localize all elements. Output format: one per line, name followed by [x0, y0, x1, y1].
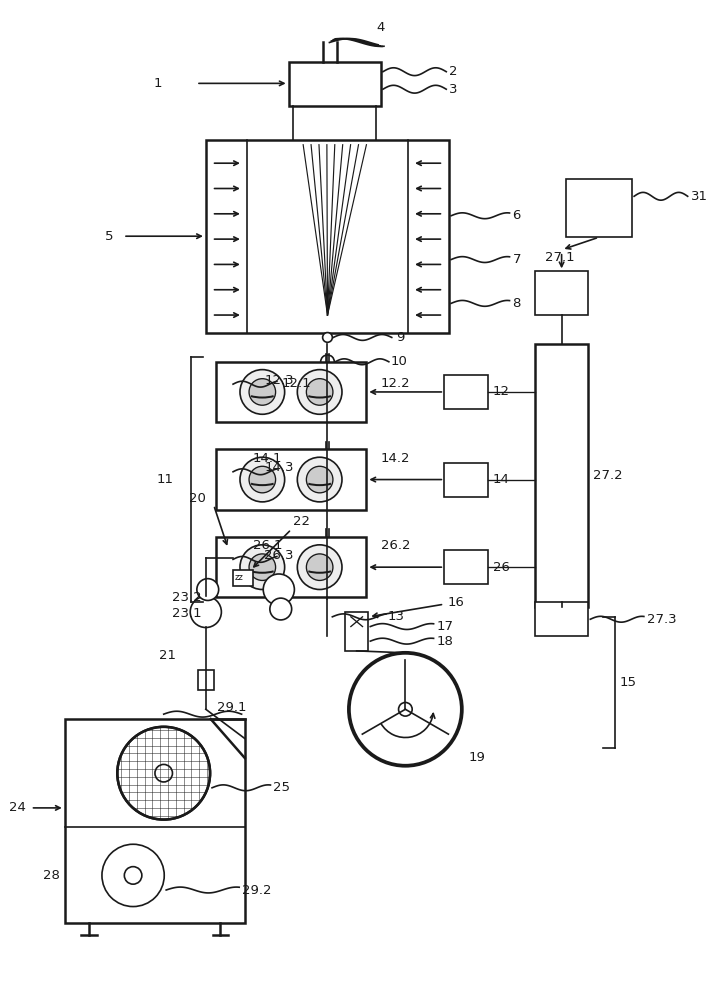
Circle shape [399, 702, 412, 716]
Text: 13: 13 [388, 610, 405, 623]
Text: 20: 20 [189, 492, 206, 505]
Bar [288, 62, 381, 106]
Text: 14.1: 14.1 [252, 452, 282, 465]
Circle shape [124, 867, 142, 884]
Text: 17: 17 [436, 620, 453, 633]
Text: 7: 7 [513, 253, 521, 266]
Circle shape [249, 554, 276, 580]
Text: 2: 2 [449, 65, 457, 78]
Text: 27.2: 27.2 [593, 469, 623, 482]
Bar [566, 179, 632, 237]
Text: 14: 14 [493, 473, 510, 486]
Bar [216, 362, 366, 422]
Text: 22: 22 [293, 515, 310, 528]
Bar [444, 550, 488, 584]
Text: 15: 15 [619, 676, 636, 689]
Circle shape [249, 379, 276, 405]
Circle shape [197, 579, 218, 600]
Text: 12.3: 12.3 [264, 374, 294, 387]
Text: 6: 6 [513, 209, 521, 222]
Text: 26.3: 26.3 [264, 549, 293, 562]
Circle shape [349, 653, 462, 766]
Text: 12.1: 12.1 [281, 377, 311, 390]
Bar [534, 271, 588, 315]
Text: 3: 3 [449, 83, 457, 96]
Text: 5: 5 [105, 230, 113, 243]
Text: 23.2: 23.2 [172, 591, 201, 604]
Text: 1: 1 [153, 77, 162, 90]
Bar [345, 612, 368, 651]
Text: 27.3: 27.3 [647, 613, 677, 626]
Text: 31: 31 [691, 190, 707, 203]
Bar [64, 719, 245, 923]
Text: 9: 9 [396, 331, 404, 344]
Bar [444, 463, 488, 497]
Text: 28: 28 [43, 869, 60, 882]
Circle shape [117, 727, 210, 820]
Circle shape [322, 333, 332, 342]
Circle shape [298, 545, 342, 589]
Circle shape [190, 596, 221, 628]
Text: 14.3: 14.3 [264, 461, 293, 474]
Text: 26: 26 [493, 561, 510, 574]
Text: 16: 16 [448, 596, 464, 609]
Bar [206, 140, 449, 333]
Bar [534, 344, 588, 607]
Circle shape [306, 466, 333, 493]
Circle shape [270, 598, 292, 620]
Bar [198, 670, 214, 690]
Text: 27.1: 27.1 [544, 251, 574, 264]
Bar [216, 537, 366, 597]
Text: 29.1: 29.1 [217, 701, 247, 714]
Circle shape [298, 457, 342, 502]
Text: 25: 25 [274, 781, 291, 794]
Text: 11: 11 [157, 473, 174, 486]
Circle shape [155, 764, 173, 782]
Circle shape [306, 554, 333, 580]
Circle shape [249, 466, 276, 493]
Text: 23.1: 23.1 [172, 607, 201, 620]
Text: 4: 4 [376, 21, 385, 34]
Text: 19: 19 [469, 751, 486, 764]
Circle shape [306, 379, 333, 405]
Bar [216, 449, 366, 510]
Text: 8: 8 [513, 297, 521, 310]
Text: 10: 10 [391, 355, 408, 368]
Circle shape [240, 457, 285, 502]
Text: 29.2: 29.2 [242, 884, 271, 897]
Circle shape [240, 370, 285, 414]
Text: 18: 18 [436, 635, 453, 648]
Bar [534, 602, 588, 636]
Text: 14.2: 14.2 [381, 452, 411, 465]
Text: 26.1: 26.1 [252, 539, 282, 552]
Text: zz: zz [235, 573, 244, 582]
Text: 21: 21 [159, 649, 176, 662]
Text: 26.2: 26.2 [381, 539, 411, 552]
Circle shape [102, 844, 164, 907]
Bar [233, 570, 252, 586]
Circle shape [298, 370, 342, 414]
Circle shape [321, 355, 334, 369]
Text: 12.2: 12.2 [381, 377, 411, 390]
Circle shape [240, 545, 285, 589]
Bar [444, 375, 488, 409]
Text: 12: 12 [493, 385, 510, 398]
Circle shape [263, 574, 294, 605]
Text: 24: 24 [9, 801, 25, 814]
